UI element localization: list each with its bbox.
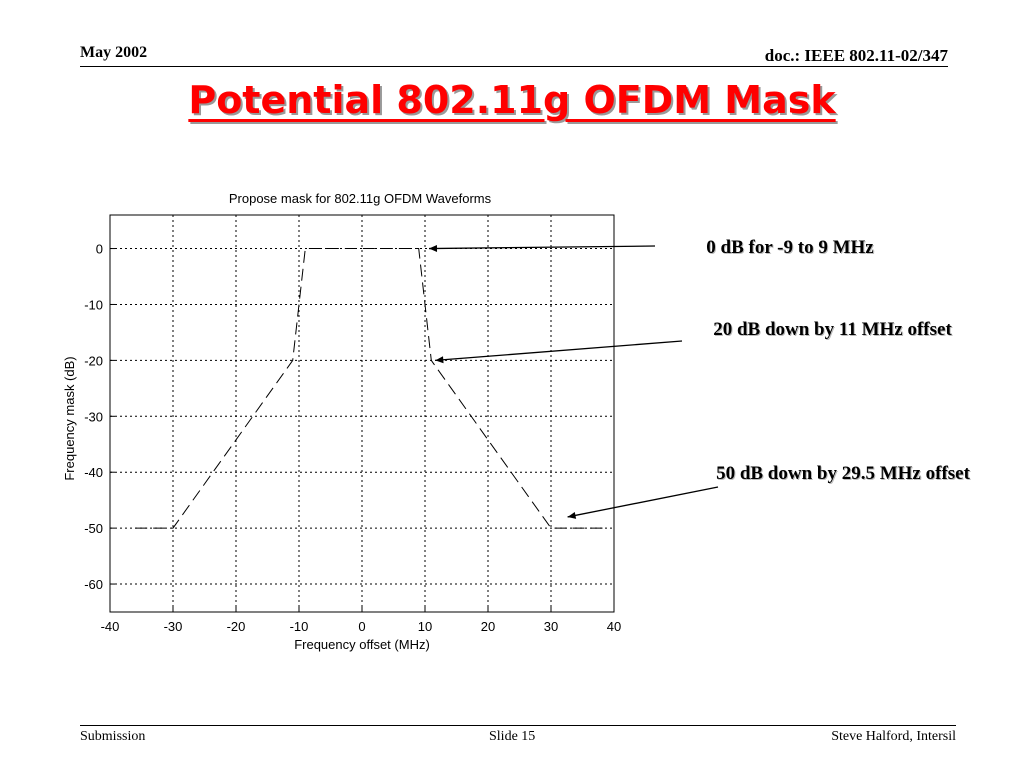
annotation-29mhz: 50 dB down by 29.5 MHz offset (716, 463, 970, 484)
y-tick-label: -20 (84, 353, 103, 368)
x-tick-label: 20 (481, 619, 495, 634)
x-tick-label: 30 (544, 619, 558, 634)
footer-author: Steve Halford, Intersil (831, 729, 956, 744)
mask-series-line (135, 248, 608, 529)
plot-frame (109, 214, 615, 613)
y-tick-label: -10 (84, 297, 103, 312)
x-tick-label: -10 (290, 619, 309, 634)
slide-title: Potential 802.11g OFDM Mask (188, 78, 836, 122)
y-tick-label: -50 (84, 521, 103, 536)
annotation-arrowhead (567, 511, 577, 519)
annotation-arrowhead (429, 244, 438, 252)
footer-submission: Submission (80, 729, 146, 744)
header-date: May 2002 (80, 44, 148, 61)
footer-rule (80, 725, 956, 726)
footer-slide-number: Slide 15 (489, 729, 536, 744)
x-tick-label: -30 (164, 619, 183, 634)
y-tick-label: -40 (84, 465, 103, 480)
x-tick-label: -40 (101, 619, 120, 634)
annotation-arrow-line (428, 245, 656, 250)
y-axis-label: Frequency mask (dB) (62, 356, 77, 480)
x-axis-label: Frequency offset (MHz) (294, 637, 430, 652)
y-tick-label: 0 (96, 242, 103, 257)
x-tick-label: 40 (607, 619, 621, 634)
header-rule (80, 66, 948, 67)
annotation-11mhz: 20 dB down by 11 MHz offset (713, 319, 952, 340)
y-tick-label: -60 (84, 577, 103, 592)
annotation-passband: 0 dB for -9 to 9 MHz (706, 237, 874, 258)
annotation-arrow-line (567, 486, 719, 518)
x-tick-label: -20 (227, 619, 246, 634)
x-tick-label: 10 (418, 619, 432, 634)
y-tick-label: -30 (84, 409, 103, 424)
chart-title: Propose mask for 802.11g OFDM Waveforms (229, 191, 492, 206)
header-doc-id: doc.: IEEE 802.11-02/347 (764, 46, 948, 65)
annotation-arrowhead (435, 356, 444, 364)
annotation-arrow-line (435, 340, 683, 362)
x-tick-label: 0 (358, 619, 365, 634)
